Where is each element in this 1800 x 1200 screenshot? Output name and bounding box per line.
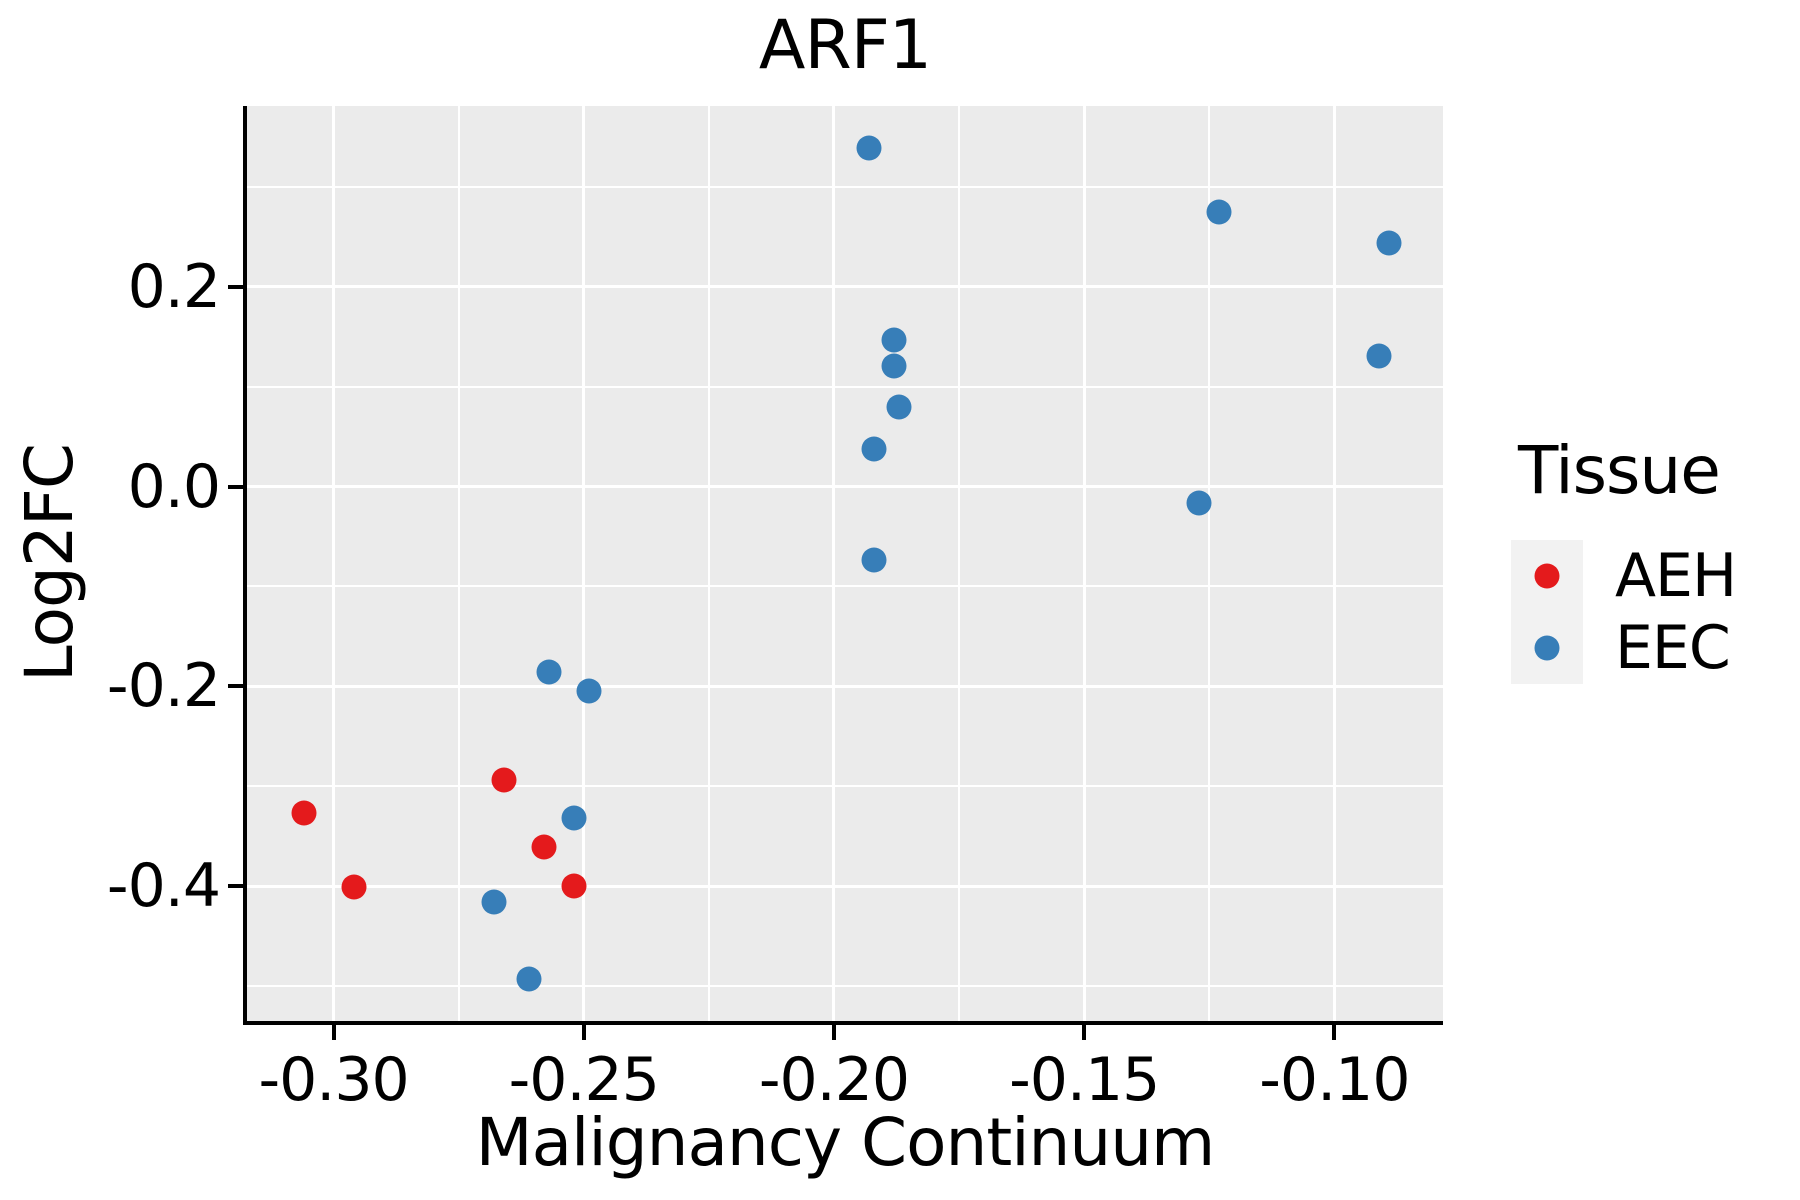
data-point-eec — [1376, 230, 1402, 256]
minor-gridline-x — [707, 106, 710, 1021]
x-axis-tick — [1082, 1025, 1087, 1040]
minor-gridline-x — [1208, 106, 1211, 1021]
legend-label-eec: EEC — [1615, 613, 1731, 683]
y-tick-label: 0.2 — [127, 251, 221, 322]
major-gridline-y — [247, 884, 1443, 888]
legend-title: Tissue — [1518, 432, 1721, 509]
minor-gridline-y — [247, 585, 1443, 588]
y-axis-tick — [228, 484, 243, 489]
plot-panel — [247, 106, 1443, 1021]
minor-gridline-x — [457, 106, 460, 1021]
y-tick-label: -0.2 — [106, 651, 221, 722]
x-axis-tick — [581, 1025, 586, 1040]
x-axis-tick — [331, 1025, 336, 1040]
minor-gridline-x — [958, 106, 961, 1021]
data-point-eec — [536, 659, 562, 685]
major-gridline-x — [332, 106, 336, 1021]
data-point-eec — [1366, 343, 1392, 369]
major-gridline-x — [832, 106, 836, 1021]
y-tick-label: -0.4 — [106, 851, 221, 922]
x-axis-title: Malignancy Continuum — [475, 1104, 1216, 1181]
data-point-eec — [861, 547, 887, 572]
data-point-aeh — [531, 834, 557, 860]
data-point-aeh — [291, 800, 317, 826]
y-axis-line — [243, 106, 247, 1025]
major-gridline-x — [1332, 106, 1336, 1021]
legend-label-aeh: AEH — [1615, 541, 1737, 611]
data-point-eec — [881, 353, 907, 379]
data-point-aeh — [341, 874, 367, 900]
x-axis-tick — [831, 1025, 836, 1040]
minor-gridline-y — [247, 185, 1443, 188]
plot-title: ARF1 — [758, 6, 932, 85]
data-point-aeh — [561, 873, 587, 899]
data-point-eec — [576, 678, 602, 704]
major-gridline-x — [1082, 106, 1086, 1021]
x-axis-line — [243, 1021, 1443, 1025]
data-point-eec — [881, 327, 907, 353]
data-point-eec — [861, 436, 887, 462]
major-gridline-y — [247, 684, 1443, 688]
y-tick-label: 0.0 — [127, 451, 221, 522]
x-tick-label: -0.15 — [1009, 1045, 1160, 1115]
legend-point-eec — [1534, 635, 1560, 661]
legend-key-eec — [1511, 612, 1583, 684]
x-tick-label: -0.30 — [258, 1045, 409, 1115]
data-point-eec — [1206, 199, 1232, 225]
data-point-eec — [856, 135, 882, 161]
data-point-aeh — [491, 767, 517, 793]
data-point-eec — [886, 394, 912, 420]
y-axis-tick — [228, 884, 243, 889]
y-axis-tick — [228, 284, 243, 289]
y-axis-title: Log2FC — [11, 444, 88, 682]
minor-gridline-y — [247, 385, 1443, 388]
minor-gridline-y — [247, 785, 1443, 788]
data-point-eec — [481, 889, 507, 915]
y-axis-tick — [228, 684, 243, 689]
data-point-eec — [561, 805, 587, 831]
major-gridline-x — [582, 106, 586, 1021]
legend-point-aeh — [1534, 563, 1560, 589]
x-tick-label: -0.10 — [1259, 1045, 1410, 1115]
x-tick-label: -0.20 — [758, 1045, 910, 1115]
x-tick-label: -0.25 — [508, 1045, 660, 1115]
data-point-eec — [516, 966, 542, 992]
major-gridline-y — [247, 285, 1443, 289]
major-gridline-y — [247, 485, 1443, 489]
x-axis-tick — [1332, 1025, 1337, 1040]
minor-gridline-y — [247, 985, 1443, 988]
data-point-eec — [1186, 490, 1212, 515]
legend-key-aeh — [1511, 540, 1583, 612]
